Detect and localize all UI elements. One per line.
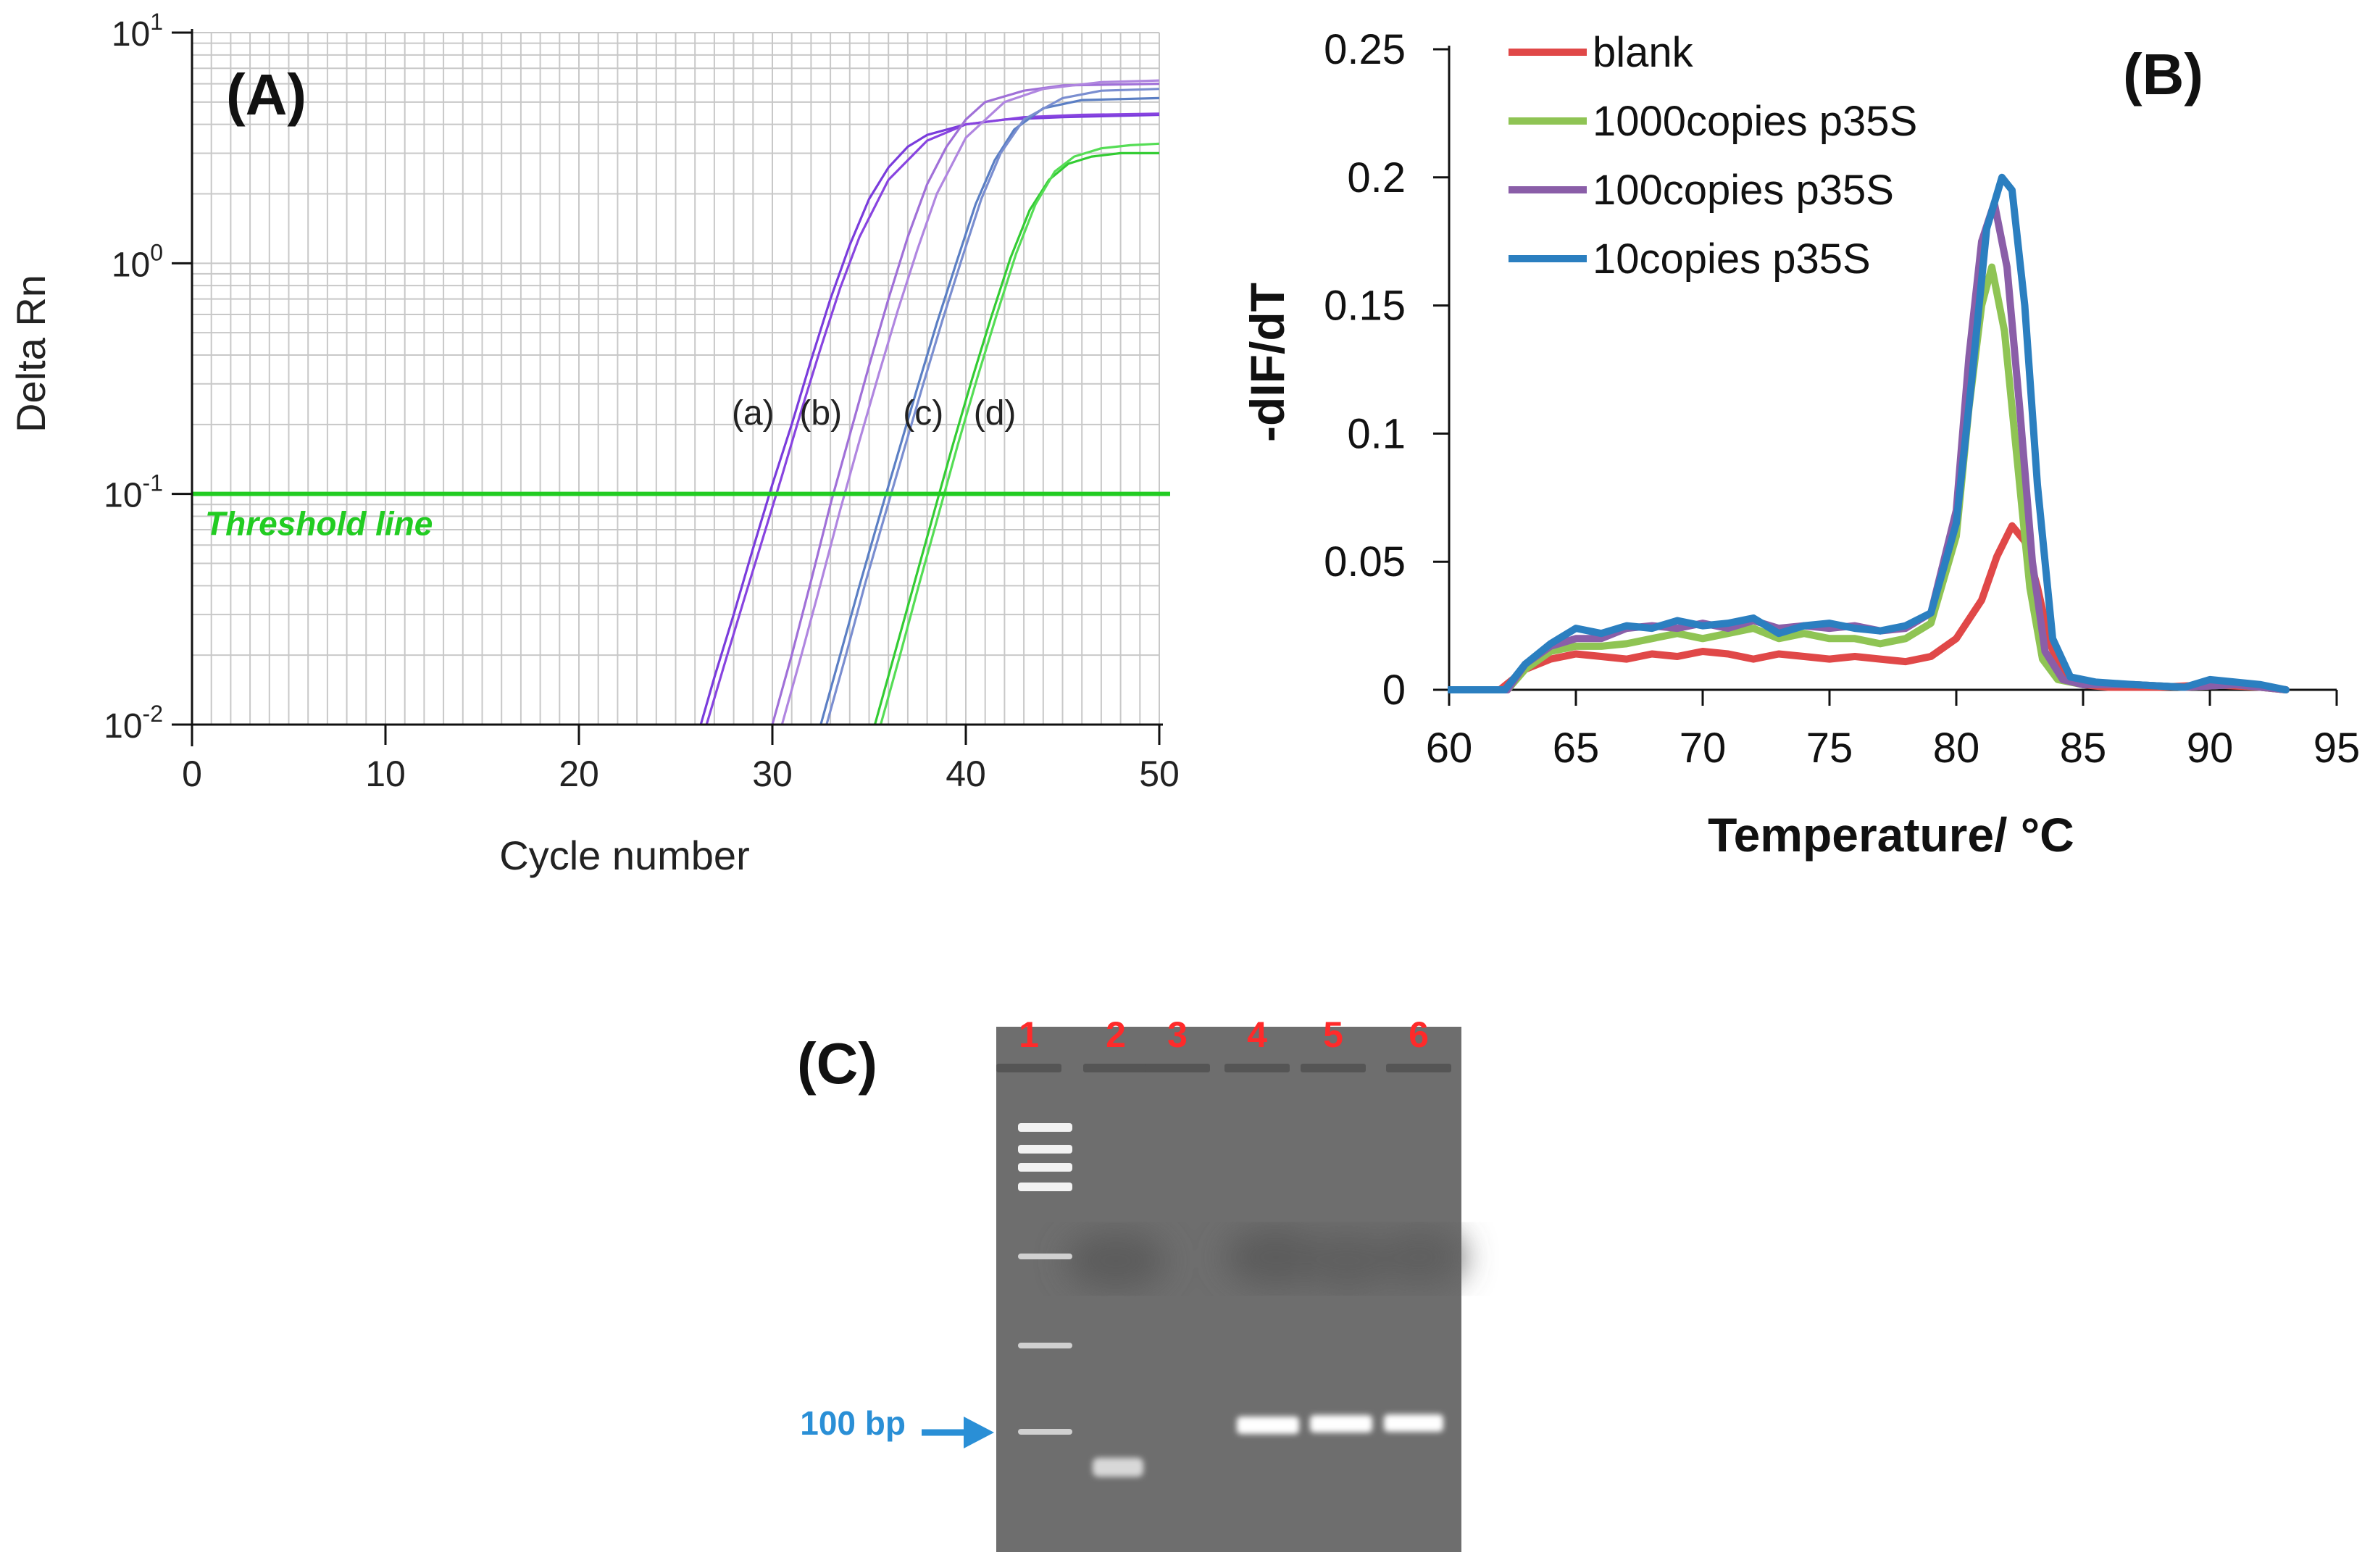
x-tick-label: 0: [182, 754, 202, 794]
panel-b-legend: blank 1000copies p35S 100copies p35S 10copi…: [1509, 29, 1917, 283]
arrow-right-icon: [922, 1417, 994, 1448]
lane-label-3: 3: [1167, 1014, 1188, 1055]
ladder-band: [1018, 1145, 1072, 1154]
series-line-10copies-p35s: [1448, 173, 2290, 693]
series-line-a-replicate-1: [705, 112, 1159, 725]
x-tick-label: 40: [946, 754, 986, 794]
gel-well-4: [1224, 1064, 1290, 1072]
gel-background-shading: [1065, 1228, 1464, 1290]
curve-label-a: (a): [732, 394, 775, 433]
legend-label-100copies-p35s: 100copies p35S: [1593, 167, 1894, 214]
y-tick-label: 0.2: [1347, 154, 1406, 201]
ladder-band: [1018, 1429, 1072, 1435]
y-tick-label: 0.15: [1324, 283, 1406, 330]
gel-well-6: [1386, 1064, 1451, 1072]
y-tick-label: 0.25: [1324, 26, 1406, 73]
x-tick-label: 30: [752, 754, 793, 794]
ladder-band: [1018, 1254, 1072, 1259]
x-tick-label: 20: [559, 754, 599, 794]
curve-label-d: (d): [974, 394, 1017, 433]
series-line-c-replicate-5: [825, 88, 1159, 725]
series-line-b-2: [771, 83, 1159, 725]
legend-label-10copies-p35s: 10copies p35S: [1593, 235, 1871, 283]
panel-b-y-axis-label: -dIF/dT: [1240, 283, 1294, 442]
band-lane-4: [1237, 1417, 1299, 1434]
ladder-band: [1018, 1123, 1072, 1132]
band-lane-5: [1310, 1415, 1372, 1433]
y-tick-label: 0: [1382, 667, 1406, 714]
series-line-d-replicate-7: [879, 142, 1159, 725]
lane-label-5: 5: [1323, 1014, 1343, 1055]
x-tick-label: 65: [1553, 725, 1600, 772]
panel-b-melt-curve: 60 65 70 75 80 85 90 95 0 0.05 0.1 0.15 0.2 0.25 blan…: [1240, 26, 2360, 862]
panel-a-x-axis-label: Cycle number: [499, 833, 749, 878]
y-tick-label: 0.1: [1347, 410, 1406, 457]
x-tick-label: 90: [2187, 725, 2234, 772]
x-tick-label: 95: [2313, 725, 2361, 772]
series-line-blank: [1448, 522, 2290, 693]
panel-a-series: [699, 79, 1159, 725]
gel-wells: [996, 1064, 1451, 1072]
lane-label-2: 2: [1106, 1014, 1126, 1055]
lane-label-1: 1: [1019, 1014, 1039, 1055]
band-lane-2: [1093, 1458, 1143, 1477]
curve-label-b: (b): [799, 394, 842, 433]
curve-label-c: (c): [903, 394, 943, 433]
gel-well-3: [1145, 1064, 1210, 1072]
legend-label-blank: blank: [1593, 29, 1694, 76]
panel-b-axes: 60 65 70 75 80 85 90 95 0 0.05 0.1 0.15 0.2 0.25: [1324, 26, 2360, 772]
lane-label-6: 6: [1409, 1014, 1429, 1055]
series-line-d-6: [873, 151, 1159, 725]
gel-sample-bands: [1093, 1414, 1443, 1477]
panel-a-qpcr-plot: Threshold line 0 10 20 30 40 50 101 100 10-1 10-2…: [8, 9, 1180, 878]
band-lane-6: [1384, 1414, 1443, 1432]
ladder-band: [1018, 1343, 1072, 1348]
x-tick-label: 85: [2060, 725, 2107, 772]
panel-a-curve-labels: (a) (b) (c) (d): [732, 394, 1016, 433]
panel-a-axes: 0 10 20 30 40 50 101 100 10-1 10-2: [104, 9, 1180, 794]
panel-b-series: [1448, 173, 2290, 693]
gel-well-5: [1301, 1064, 1366, 1072]
y-tick-label: 10-1: [104, 470, 163, 515]
threshold-label: Threshold line: [205, 505, 433, 543]
legend-label-1000copies-p35s: 1000copies p35S: [1593, 98, 1917, 145]
panel-a-label: (A): [226, 62, 306, 127]
y-tick-label: 0.05: [1324, 538, 1406, 585]
gel-image: [996, 1027, 1461, 1552]
y-tick-label: 100: [112, 239, 163, 284]
y-tick-label: 10-2: [104, 701, 163, 746]
size-marker-label: 100 bp: [800, 1404, 906, 1442]
x-tick-label: 50: [1139, 754, 1180, 794]
x-tick-label: 10: [365, 754, 406, 794]
lane-label-4: 4: [1247, 1014, 1267, 1055]
gel-band-glow-group: [1093, 1414, 1443, 1477]
panel-a-y-axis-label: Delta Rn: [8, 275, 54, 433]
ladder-band: [1018, 1163, 1072, 1172]
x-tick-label: 70: [1680, 725, 1727, 772]
y-tick-label: 101: [112, 9, 163, 54]
gel-ladder-bands: [1018, 1123, 1072, 1435]
x-tick-label: 60: [1426, 725, 1473, 772]
x-tick-label: 75: [1806, 725, 1853, 772]
gel-well-2: [1083, 1064, 1148, 1072]
panel-c-label: (C): [797, 1031, 877, 1096]
ladder-band: [1018, 1183, 1072, 1191]
x-tick-label: 80: [1933, 725, 1980, 772]
series-line-1000copies-p35s: [1448, 263, 2290, 693]
series-line-b-replicate-3: [780, 79, 1159, 725]
panel-a-grid: [191, 32, 1160, 725]
panel-b-label: (B): [2123, 42, 2203, 107]
gel-well-1: [996, 1064, 1061, 1072]
panel-b-x-axis-label: Temperature/ °C: [1708, 808, 2074, 862]
